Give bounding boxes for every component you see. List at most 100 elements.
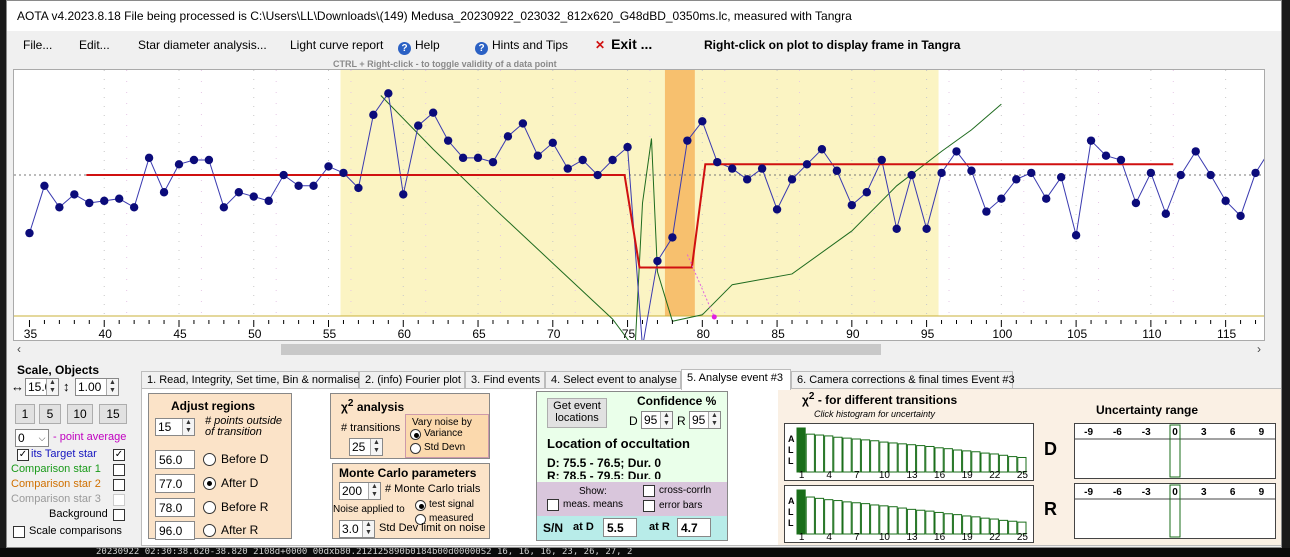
before-r-value[interactable]: 78.0 [155,498,195,517]
spinner-arrows-icon[interactable]: ▲ ▼ [708,412,720,428]
horizontal-arrows-icon: ↔ [11,379,24,394]
x-tick-label: 115 [1217,327,1236,341]
after-r-value[interactable]: 96.0 [155,521,195,540]
scale-1-button[interactable]: 1 [15,404,35,424]
horizontal-scale-spinner[interactable]: 15.0 ▲ ▼ [25,378,59,396]
transitions-label: # transitions [341,422,401,434]
chevron-down-icon[interactable]: ⌵ [36,430,48,446]
scale-5-button[interactable]: 5 [39,404,61,424]
tab-select-event[interactable]: 4. Select event to analyse [545,371,681,389]
histogram-bar [952,449,963,473]
chi-superscript: 2 [347,398,354,409]
point-average-select[interactable]: 0 ⌵ [15,429,49,447]
histogram-tick-label: 22 [989,532,1001,542]
spinner-arrows-icon[interactable]: ▲ ▼ [370,439,382,455]
measured-radio[interactable] [415,514,426,525]
comparison-1-checkbox[interactable] [113,464,125,476]
scale-comparisons-checkbox[interactable] [13,526,25,538]
comparison-1-label: Comparison star 1 [11,463,101,475]
r-uncertainty-svg[interactable]: -9 -6 -3 0 3 6 9 [1075,484,1275,538]
spinner-arrows-icon[interactable]: ▲ ▼ [182,419,194,435]
after-d-radio[interactable] [203,477,216,490]
confidence-r-spinner[interactable]: 95 ▲ ▼ [689,411,721,429]
x-tick-label: 75 [622,327,636,341]
data-point [114,194,124,203]
spinner-arrows-icon[interactable]: ▲ ▼ [362,521,374,537]
cross-corr-checkbox[interactable] [643,485,655,497]
histogram-bar [980,517,990,535]
vertical-scale-spinner[interactable]: 1.00 ▲ ▼ [75,378,119,396]
data-point [1176,170,1185,180]
data-point [399,190,408,199]
all-label: A [788,434,795,444]
spinner-arrows-icon[interactable]: ▲ ▼ [106,379,118,395]
data-point [354,183,363,193]
d-uncertainty-svg[interactable]: -9 -6 -3 0 3 6 9 [1075,424,1275,478]
uncertainty-tick-label: -9 [1084,427,1093,438]
data-point [1221,196,1230,206]
confidence-d-spinner[interactable]: 95 ▲ ▼ [641,411,673,429]
r-uncertainty-plot[interactable]: -9 -6 -3 0 3 6 9 [1074,483,1276,539]
scale-15-button[interactable]: 15 [99,404,127,424]
tab-camera-corrections[interactable]: 6. Camera corrections & final times Even… [791,371,1015,389]
data-point [309,181,318,190]
comparison-3-checkbox[interactable] [113,494,125,506]
menu-star-diameter[interactable]: Star diameter analysis... [138,38,267,52]
light-curve-svg[interactable]: 35 40 45 50 55 60 65 70 75 80 85 90 95 100 105 110 115 [14,70,1265,341]
data-point [787,175,797,184]
variance-radio[interactable] [410,429,421,440]
light-curve-plot[interactable]: 35 40 45 50 55 60 65 70 75 80 85 90 95 100 105 110 115 [13,69,1265,341]
meas-means-checkbox[interactable] [547,499,559,511]
std-limit-spinner[interactable]: 3.0 ▲ ▼ [339,520,375,538]
outside-points-spinner[interactable]: 15 ▲ ▼ [155,418,195,436]
histogram-bar [934,511,944,535]
histogram-bar [833,500,843,535]
std-devn-radio[interactable] [410,443,421,454]
uncertainty-tick-label: 3 [1201,487,1207,498]
error-bars-checkbox[interactable] [643,500,655,512]
menu-file[interactable]: File... [23,38,53,52]
spinner-arrows-icon[interactable]: ▲ ▼ [660,412,672,428]
after-d-value[interactable]: 77.0 [155,474,195,493]
tab-read-integrity[interactable]: 1. Read, Integrity, Set time, Bin & norm… [141,371,360,389]
scale-10-button[interactable]: 10 [67,404,93,424]
data-point [1042,194,1051,203]
tab-find-events[interactable]: 3. Find events [465,371,545,389]
menu-hints[interactable]: ? Hints and Tips [475,38,568,55]
background-label: Background [49,508,108,520]
points-checkbox[interactable]: ✓ [17,449,29,461]
menu-light-curve-report[interactable]: Light curve report [290,38,384,52]
r-histogram[interactable]: A L L 1 4 7 10 13 16 19 22 25 [784,485,1034,543]
d-uncertainty-plot[interactable]: -9 -6 -3 0 3 6 9 [1074,423,1276,479]
d-histogram[interactable]: A L L 1 4 7 10 13 16 19 22 25 [784,423,1034,481]
scroll-right-icon[interactable]: › [1257,342,1261,356]
before-d-value[interactable]: 56.0 [155,450,195,469]
get-event-locations-button[interactable]: Get event locations [547,398,607,428]
tab-fourier[interactable]: 2. (info) Fourier plot [359,371,465,389]
tab-analyse-event[interactable]: 5. Analyse event #3 [681,369,791,390]
data-point [25,228,34,238]
plot-scrollbar[interactable]: ‹ › [13,341,1265,358]
data-point [1191,147,1200,156]
after-r-radio[interactable] [203,524,216,537]
scroll-thumb[interactable] [281,344,881,355]
scroll-left-icon[interactable]: ‹ [17,342,21,356]
test-signal-radio[interactable] [415,500,426,511]
before-r-radio[interactable] [203,501,216,514]
menu-help[interactable]: ? Help [398,38,440,55]
target-star-checkbox[interactable]: ✓ [113,449,125,461]
spinner-arrows-icon[interactable]: ▲ ▼ [46,379,58,395]
spinner-arrows-icon[interactable]: ▲ ▼ [368,483,380,499]
histogram-bar [897,507,907,535]
comparison-2-checkbox[interactable] [113,479,125,491]
before-d-radio[interactable] [203,453,216,466]
mc-trials-spinner[interactable]: 200 ▲ ▼ [339,482,381,500]
menu-bar: File... Edit... Star diameter analysis..… [7,35,1281,57]
menu-edit[interactable]: Edit... [79,38,110,52]
background-checkbox[interactable] [113,509,125,521]
menu-exit[interactable]: ✕ Exit ... [595,36,652,52]
transitions-spinner[interactable]: 25 ▲ ▼ [349,438,383,456]
histogram-bar [971,451,981,473]
